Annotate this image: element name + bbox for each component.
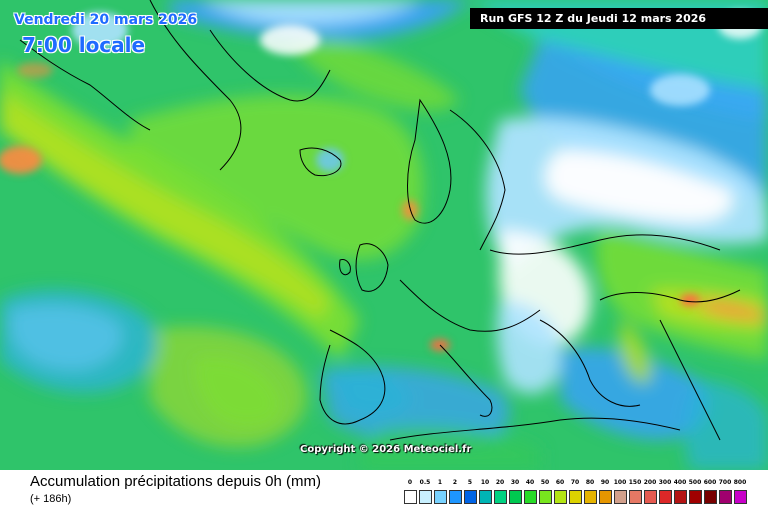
legend-swatch [464, 490, 477, 504]
precipitation-map: Vendredi 20 mars 2026 7:00 locale Run GF… [0, 0, 768, 470]
legend-swatch [524, 490, 537, 504]
precip-maxima [0, 11, 762, 351]
legend-swatch [434, 490, 447, 504]
legend-tick-label: 100 [613, 479, 627, 486]
legend-swatch [509, 490, 522, 504]
legend-tick-labels: 0 0.5 1 2 5 10 20 30 40 50 60 70 80 90 100 150 200 300 400… [404, 479, 750, 489]
legend-tick-label: 20 [495, 479, 505, 486]
color-legend: 0 0.5 1 2 5 10 20 30 40 50 60 70 80 90 100 150 200 300 400… [404, 479, 750, 509]
legend-swatch [704, 490, 717, 504]
legend-tick-label: 400 [673, 479, 687, 486]
legend-swatch [674, 490, 687, 504]
legend-tick-label: 200 [643, 479, 657, 486]
map-canvas [0, 0, 768, 470]
legend-tick-label: 2 [452, 479, 458, 486]
legend-tick-label: 0.5 [419, 479, 431, 486]
legend-swatch [569, 490, 582, 504]
copyright-notice: Copyright © 2026 Meteociel.fr [300, 444, 472, 455]
legend-tick-label: 5 [467, 479, 473, 486]
legend-tick-label: 0 [407, 479, 413, 486]
legend-tick-label: 800 [733, 479, 747, 486]
legend-swatch [404, 490, 417, 504]
legend-swatch [689, 490, 702, 504]
model-run-info: Run GFS 12 Z du Jeudi 12 mars 2026 [470, 8, 768, 29]
forecast-date: Vendredi 20 mars 2026 [14, 12, 198, 28]
legend-swatch [599, 490, 612, 504]
legend-tick-label: 500 [688, 479, 702, 486]
legend-tick-label: 150 [628, 479, 642, 486]
legend-tick-label: 50 [540, 479, 550, 486]
legend-swatch [734, 490, 747, 504]
legend-tick-label: 80 [585, 479, 595, 486]
legend-swatch [554, 490, 567, 504]
legend-tick-label: 600 [703, 479, 717, 486]
legend-tick-label: 60 [555, 479, 565, 486]
legend-swatch [494, 490, 507, 504]
legend-swatch [719, 490, 732, 504]
legend-swatch [449, 490, 462, 504]
legend-swatch [629, 490, 642, 504]
coastlines [19, 0, 741, 441]
legend-swatch [644, 490, 657, 504]
legend-tick-label: 10 [480, 479, 490, 486]
forecast-time: 7:00 locale [22, 33, 146, 57]
legend-swatch [479, 490, 492, 504]
legend-swatch [614, 490, 627, 504]
forecast-offset: (+ 186h) [30, 493, 72, 505]
legend-tick-label: 70 [570, 479, 580, 486]
legend-swatch [659, 490, 672, 504]
map-footer: Accumulation précipitations depuis 0h (m… [0, 470, 768, 512]
legend-tick-label: 1 [437, 479, 443, 486]
legend-swatch [584, 490, 597, 504]
legend-swatch [419, 490, 432, 504]
legend-tick-label: 40 [525, 479, 535, 486]
legend-tick-label: 300 [658, 479, 672, 486]
legend-tick-label: 700 [718, 479, 732, 486]
legend-swatch [539, 490, 552, 504]
legend-tick-label: 90 [600, 479, 610, 486]
legend-swatches [404, 490, 750, 506]
legend-tick-label: 30 [510, 479, 520, 486]
map-title: Accumulation précipitations depuis 0h (m… [30, 473, 321, 490]
